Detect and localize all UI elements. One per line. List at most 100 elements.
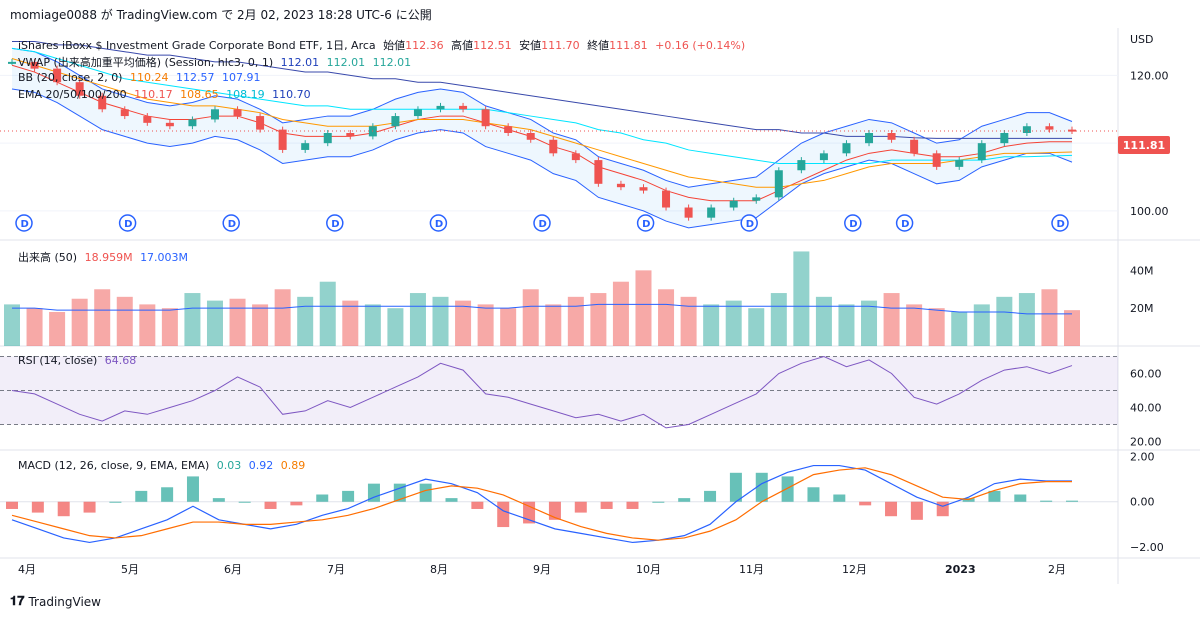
- volume-bar: [973, 304, 990, 346]
- rsi-line: [11, 355, 1073, 429]
- candle-body: [684, 207, 693, 218]
- vwap-legend[interactable]: VWAP (出来高加重平均価格) (Session, hlc3, 0, 1) 1…: [18, 54, 415, 70]
- macd-signal-line: [11, 467, 1072, 541]
- macd-histogram-bar: [393, 483, 406, 502]
- dividend-marker-label: D: [849, 219, 857, 230]
- macd-histogram-bar: [988, 490, 1001, 502]
- volume-bar: [951, 311, 968, 346]
- dividend-marker-label: D: [1057, 219, 1065, 230]
- macd-histogram-bar: [471, 501, 484, 509]
- change-value: +0.16 (+0.14%): [655, 39, 746, 52]
- chart-area[interactable]: USD100.00110.00120.00DDDDDDDDDDD20M40M20…: [0, 28, 1200, 594]
- candle-body: [616, 183, 625, 188]
- volume-bar: [883, 293, 900, 346]
- dividend-marker-label: D: [331, 219, 339, 230]
- volume-bar: [1018, 293, 1035, 346]
- candle-body: [729, 200, 738, 208]
- macd-histogram-bar: [859, 501, 872, 506]
- rsi-name: RSI (14, close): [18, 354, 98, 367]
- candle-body: [346, 133, 355, 137]
- ema-value-4: 110.70: [272, 88, 311, 101]
- macd-histogram-bar: [212, 498, 225, 502]
- dividend-marker-icon: [222, 214, 240, 232]
- footer-logo-text: TradingView: [28, 594, 101, 609]
- volume-bar: [139, 304, 156, 346]
- volume-bar: [748, 308, 765, 346]
- low-label: 安値: [519, 39, 542, 52]
- rsi-legend[interactable]: RSI (14, close) 64.68: [18, 354, 140, 367]
- macd-histogram-bar: [186, 476, 199, 502]
- vwap-name: VWAP (出来高加重平均価格) (Session, hlc3, 0, 1): [18, 56, 274, 69]
- dividend-marker-icon: [895, 214, 914, 232]
- volume-bar: [838, 304, 855, 346]
- macd-axis-tick: −2.00: [1130, 541, 1164, 554]
- macd-legend[interactable]: MACD (12, 26, close, 9, EMA, EMA) 0.03 0…: [18, 459, 309, 472]
- candle-body: [1045, 126, 1054, 130]
- volume-bar: [928, 308, 945, 346]
- candle-body: [413, 109, 422, 117]
- candle-body: [707, 207, 716, 218]
- candle-body: [504, 126, 513, 133]
- high-value: 112.51: [473, 39, 512, 52]
- price-axis-currency: USD: [1130, 33, 1154, 46]
- dividend-marker-label: D: [539, 219, 547, 230]
- candle-body: [571, 153, 580, 161]
- vwap-value-1: 112.01: [280, 56, 320, 69]
- candle-body: [481, 109, 490, 127]
- volume-bar: [567, 296, 584, 346]
- ema-line-ema20: [11, 64, 1072, 202]
- candle-body: [865, 133, 874, 144]
- time-axis-tick: 5月: [121, 563, 139, 576]
- tradingview-logo-icon: 𝟏𝟕: [10, 594, 25, 609]
- volume-legend[interactable]: 出来高 (50) 18.959M 17.003M: [18, 249, 192, 265]
- candle-body: [910, 139, 919, 154]
- rsi-band-fill: [0, 356, 1118, 425]
- time-axis-tick: 8月: [430, 563, 448, 576]
- candle-body: [233, 109, 242, 117]
- macd-value-1: 0.03: [216, 459, 242, 472]
- volume-bar: [409, 293, 426, 346]
- dividend-marker-icon: [429, 214, 448, 232]
- macd-histogram-bar: [548, 501, 561, 520]
- tradingview-footer[interactable]: 𝟏𝟕 TradingView: [10, 594, 101, 609]
- candle-body: [526, 133, 535, 140]
- ema-value-1: 110.17: [134, 88, 173, 101]
- candle-body: [120, 109, 129, 117]
- candle-body: [256, 116, 265, 130]
- macd-histogram-bar: [497, 501, 510, 528]
- volume-bar: [545, 304, 562, 346]
- price-axis-tick: 100.00: [1130, 205, 1169, 218]
- dividend-marker-icon: [533, 214, 551, 232]
- candle-body: [278, 129, 287, 150]
- publish-header: momiage0088 が TradingView.com で 2月 02, 2…: [10, 8, 432, 22]
- volume-bar: [297, 296, 314, 346]
- macd-histogram-bar: [316, 494, 329, 502]
- macd-histogram-bar: [936, 501, 949, 517]
- macd-histogram-bar: [238, 501, 251, 503]
- candle-body: [639, 187, 648, 191]
- bb-legend[interactable]: BB (20, close, 2, 0) 110.24 112.57 107.9…: [18, 71, 264, 84]
- volume-bar: [455, 300, 472, 346]
- macd-histogram-bar: [807, 487, 820, 502]
- macd-histogram-bar: [729, 472, 742, 502]
- dividend-marker-icon: [326, 214, 344, 232]
- candle-body: [1022, 126, 1031, 133]
- macd-histogram-bar: [6, 501, 18, 509]
- volume-bar: [861, 300, 878, 346]
- rsi-value: 64.68: [104, 354, 137, 367]
- macd-name: MACD (12, 26, close, 9, EMA, EMA): [18, 459, 210, 472]
- time-axis-tick: 4月: [18, 563, 36, 576]
- ema-legend[interactable]: EMA 20/50/100/200 110.17 108.65 108.19 1…: [18, 88, 315, 101]
- bb-value-1: 110.24: [129, 71, 169, 84]
- open-label: 始値: [383, 39, 406, 52]
- rsi-axis-tick: 60.00: [1130, 368, 1162, 381]
- candle-body: [143, 116, 152, 123]
- volume-bar: [364, 304, 381, 346]
- volume-bar: [635, 270, 652, 346]
- dividend-marker-icon: [740, 214, 758, 232]
- bb-value-3: 107.91: [221, 71, 261, 84]
- dividend-marker-label: D: [228, 219, 236, 230]
- candle-body: [436, 105, 445, 110]
- bollinger-lower-line: [11, 88, 1073, 229]
- volume-name: 出来高 (50): [18, 251, 78, 264]
